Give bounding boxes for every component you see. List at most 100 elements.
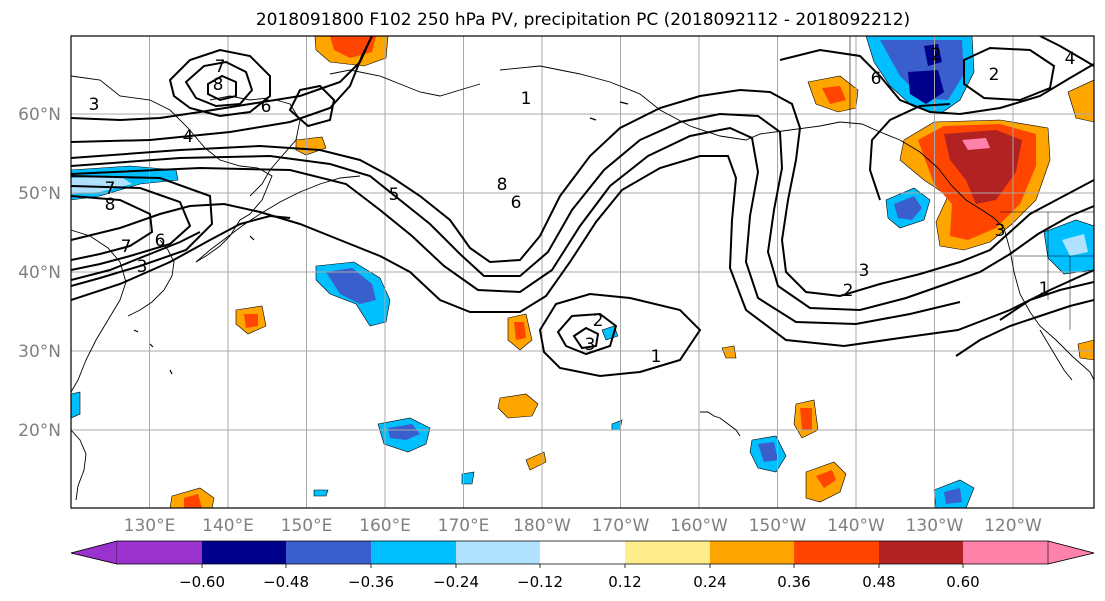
colorbar-swatch [371,541,456,564]
pv-contour [71,126,961,326]
contour-label: 2 [843,281,854,301]
coastline-hawaii [700,411,741,437]
pv-contour [1039,36,1094,67]
colorbar-swatch [202,541,286,564]
coastline-siberia [71,75,273,263]
precip-negative-core [388,424,420,440]
pv-contour [868,103,951,201]
colorbar-outline [70,540,1095,565]
precip-positive-region [497,393,539,419]
precip-negative-region [313,489,329,497]
pv-contour [71,185,192,271]
colorbar-swatch [710,541,794,564]
contour-label: 1 [1039,279,1050,299]
precip-positive-core [816,470,836,488]
lon-tick-label: 140°W [827,516,885,536]
coastline-okhotsk [209,95,269,101]
precip-negative-core [326,268,376,304]
pv-contour [288,84,336,128]
contour-label: 1 [521,89,532,109]
lat-tick-label: 30°N [18,342,61,362]
precip-positive-region [525,451,547,471]
pv-contour [71,112,1094,312]
contour-label: 6 [155,231,166,251]
colorbar-ticks [201,564,964,568]
pv-contour [538,292,702,378]
pv-contour [999,281,1094,321]
precip-positive-core [944,130,1022,204]
pv-contour [207,74,237,102]
colorbar-tick-label: 0.24 [693,573,726,591]
contour-label: 7 [215,57,226,77]
colorbar: −0.60 −0.48 −0.36 −0.24 −0.12 0.12 0.24 … [70,540,1095,591]
coastline-alaska [499,65,1005,229]
contour-label: 7 [105,179,116,199]
coastline-us-west [1003,227,1094,381]
precip-negative-region [71,176,132,194]
pv-contour [572,326,600,350]
colorbar-tick-label: 0.12 [608,573,641,591]
coastline-taiwan-phil [71,429,87,501]
colorbar-tick-label: −0.60 [179,573,225,591]
contour-label: 4 [1065,49,1076,69]
lon-tick-label: 120°W [984,516,1042,536]
contour-label: 2 [593,311,604,331]
colorbar-tick-label: 0.48 [862,573,895,591]
precip-positive-extreme [962,138,990,150]
pv-contour [168,48,271,118]
contour-label: 6 [871,69,882,89]
pv-contour [71,175,214,287]
colorbar-swatch [625,541,710,564]
pv-contour [779,48,1094,116]
colorbar-swatch [540,541,625,564]
pv-contour [184,60,254,108]
precip-negative-core [894,196,922,220]
precip-positive-core [822,86,846,104]
lon-tick-label: 140°E [202,516,254,536]
lat-tick-label: 50°N [18,184,61,204]
contour-label: 7 [121,237,132,257]
contour-label: 3 [585,335,596,355]
pv-contour [71,36,373,143]
coastline-islands [133,101,629,375]
colorbar-swatch [456,541,540,564]
pv-contour [71,155,1094,348]
precip-positive-core [514,322,526,340]
lon-tick-label: 180°W [513,516,571,536]
lon-tick-label: 170°E [438,516,490,536]
colorbar-swatch [794,541,879,564]
precip-negative-core [924,44,942,66]
lon-tick-label: 150°W [749,516,807,536]
lon-tick-label: 170°W [592,516,650,536]
contour-label: 5 [389,185,400,205]
contour-label: 6 [511,193,522,213]
contour-label: 8 [497,175,508,195]
lat-tick-label: 20°N [18,421,61,441]
contour-label: 3 [859,261,870,281]
pv-contour [71,214,291,301]
lon-tick-label: 150°E [281,516,333,536]
map-title: 2018091800 F102 250 hPa PV, precipitatio… [256,10,910,30]
map-frame [70,35,1095,509]
map-panel: 7 8 6 3 4 7 8 6 5 7 8 6 3 6 4 2 3 2 3 2 [70,35,1095,509]
lon-tick-label: 160°W [670,516,728,536]
coastline-japan [127,239,175,317]
colorbar-tick-label: 0.36 [777,573,810,591]
contour-label: 4 [183,127,194,147]
precip-positive-region [1077,339,1094,361]
contour-label: 3 [137,257,148,277]
lat-tick-label: 40°N [18,263,61,283]
pv-contour [71,88,1094,298]
coastline-baja [1039,329,1073,381]
precip-negative-region [461,471,475,485]
colorbar-tick-label: −0.48 [263,573,309,591]
contour-label: 1 [651,347,662,367]
colorbar-swatch [117,541,202,564]
precip-positive-core [800,408,812,430]
pv-contour [71,231,201,281]
precip-negative-core [758,442,778,462]
colorbar-swatch [879,541,963,564]
coastline-korea-china [71,229,127,393]
precip-positive-core [244,314,258,328]
